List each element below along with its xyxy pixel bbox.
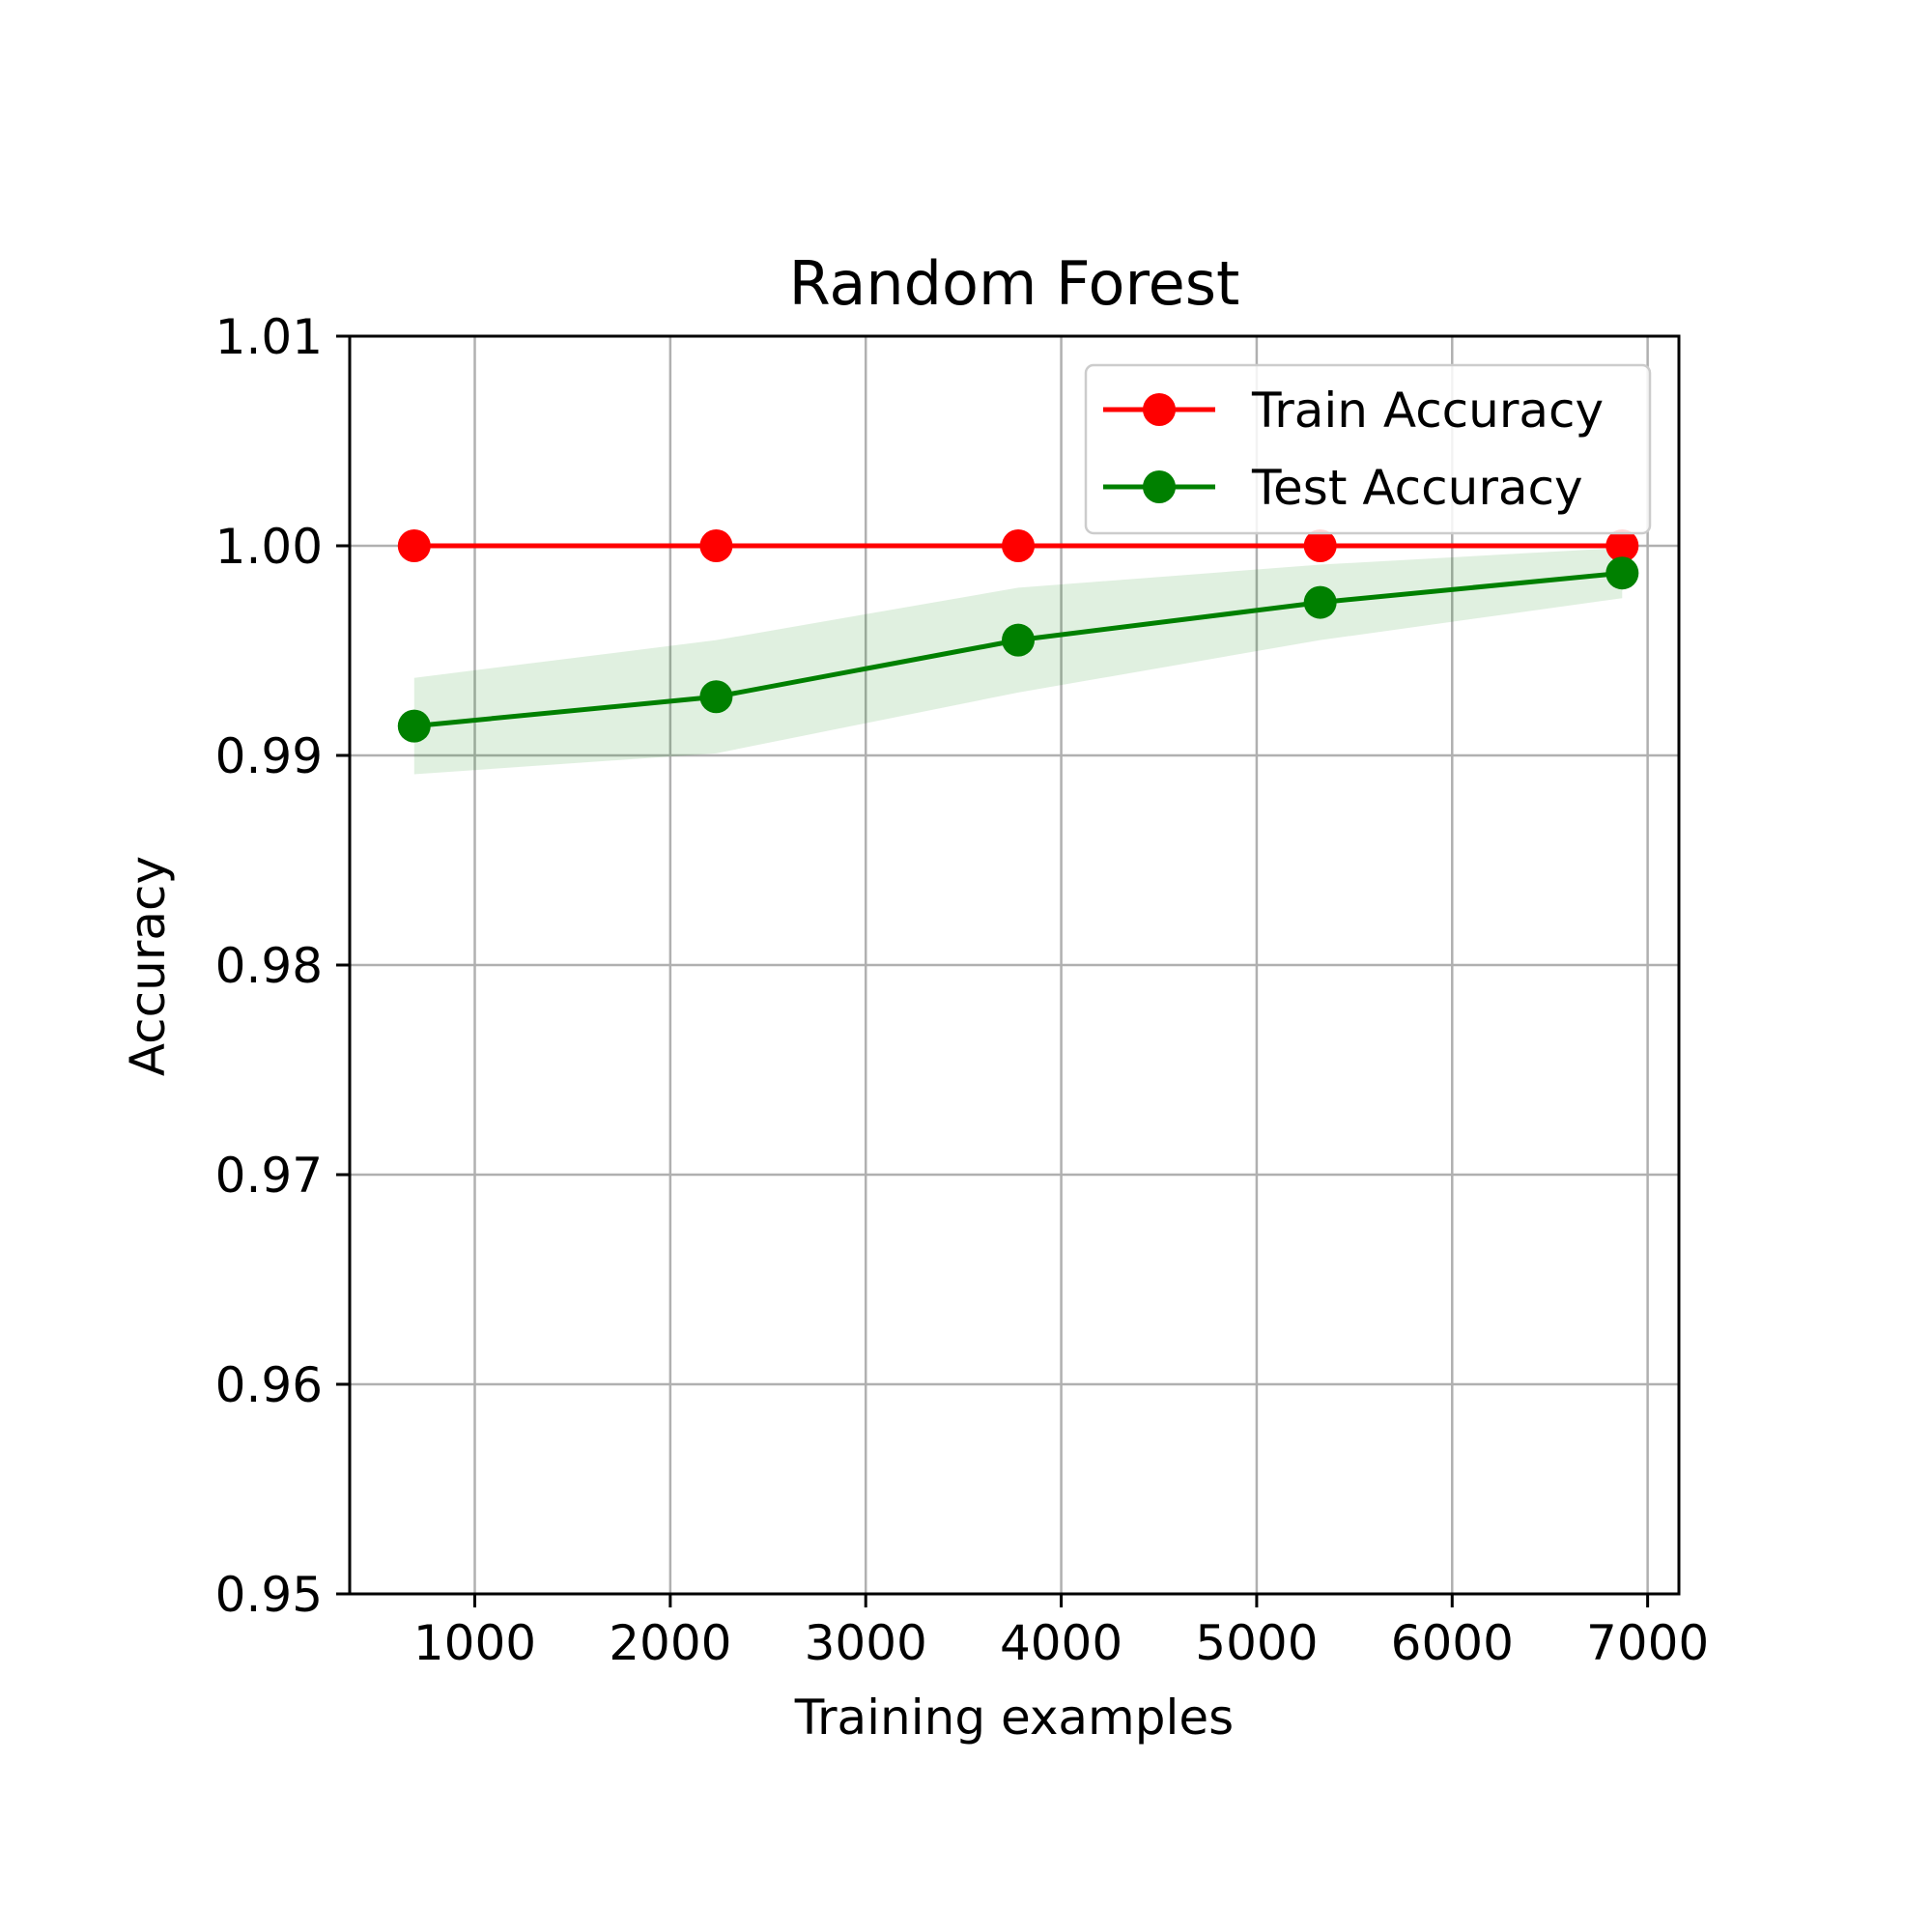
data-point <box>397 709 431 743</box>
legend-marker <box>1143 470 1176 503</box>
x-tick-label: 5000 <box>1195 1615 1318 1671</box>
x-ticks: 1000 2000 3000 4000 5000 6000 7000 <box>413 1594 1709 1671</box>
data-point <box>1303 529 1337 562</box>
chart-title: Random Forest <box>789 248 1240 319</box>
legend: Train Accuracy Test Accuracy <box>1084 363 1652 535</box>
data-point <box>397 529 431 562</box>
x-tick-label: 3000 <box>805 1615 927 1671</box>
data-point <box>1002 529 1036 562</box>
legend-label: Train Accuracy <box>1251 383 1604 439</box>
data-point <box>1605 556 1639 590</box>
series <box>397 529 1639 743</box>
data-point <box>1605 529 1639 562</box>
x-tick-label: 2000 <box>609 1615 731 1671</box>
x-axis-label: Training examples <box>794 1690 1234 1746</box>
legend-label: Test Accuracy <box>1251 460 1583 516</box>
data-point <box>699 529 733 562</box>
y-tick-label: 0.98 <box>215 938 323 994</box>
data-point <box>699 680 733 714</box>
data-point <box>1002 623 1036 657</box>
y-ticks: 0.95 0.96 0.97 0.98 0.99 1.00 1.01 <box>215 309 350 1623</box>
x-tick-label: 7000 <box>1586 1615 1709 1671</box>
legend-marker <box>1143 393 1176 426</box>
y-tick-label: 0.95 <box>215 1567 323 1623</box>
data-point <box>1303 585 1337 619</box>
y-tick-label: 0.97 <box>215 1148 323 1204</box>
y-tick-label: 1.01 <box>215 309 323 365</box>
y-tick-label: 1.00 <box>215 519 323 575</box>
x-tick-label: 6000 <box>1391 1615 1514 1671</box>
x-tick-label: 1000 <box>413 1615 536 1671</box>
legend-box <box>1084 363 1652 535</box>
y-tick-label: 0.96 <box>215 1357 323 1413</box>
y-tick-label: 0.99 <box>215 728 323 784</box>
x-tick-label: 4000 <box>1000 1615 1122 1671</box>
y-axis-label: Accuracy <box>120 856 176 1076</box>
